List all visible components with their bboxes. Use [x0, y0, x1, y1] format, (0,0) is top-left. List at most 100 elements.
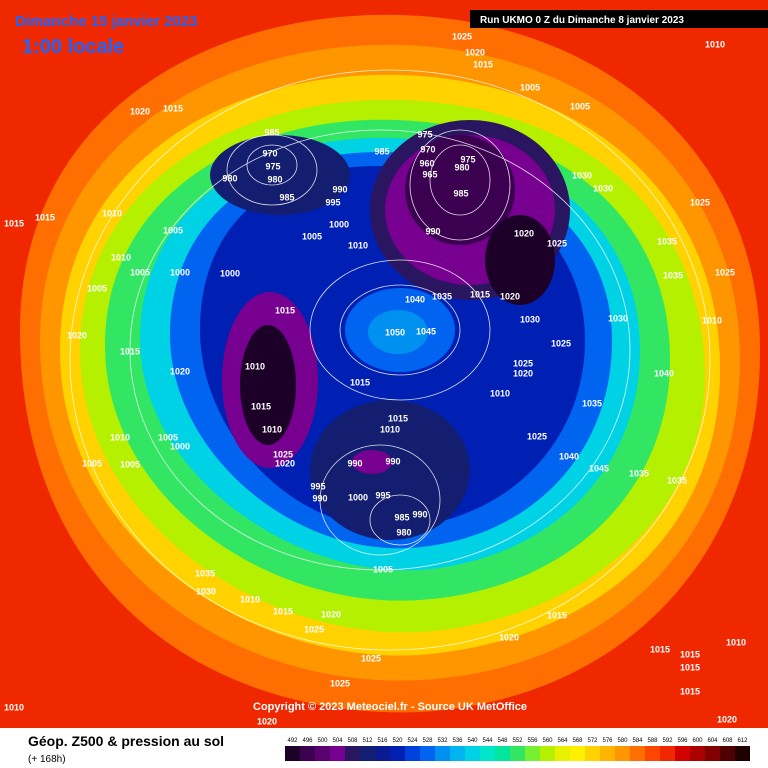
scale-cell [450, 746, 465, 761]
scale-label: 536 [452, 738, 463, 744]
isobar-label: 1010 [490, 388, 510, 398]
isobar-label: 1020 [275, 458, 295, 468]
scale-label: 588 [647, 738, 658, 744]
isobar-label: 990 [332, 184, 347, 194]
isobar-label: 985 [264, 127, 279, 137]
isobar-labels: 1025 1020 1015 1010 1005 1005 1015 1020 985 975 97… [4, 31, 746, 726]
scale-cell [705, 746, 720, 761]
isobar-label: 1015 [120, 346, 140, 356]
isobar-label: 960 [419, 158, 434, 168]
isobar-label: 975 [417, 129, 432, 139]
isobar-label: 1010 [111, 252, 131, 262]
isobar-label: 1040 [405, 294, 425, 304]
isobar-label: 1025 [330, 678, 350, 688]
isobar-label: 1005 [87, 283, 107, 293]
isobar-label: 1035 [629, 468, 649, 478]
isobar-label: 1010 [4, 702, 24, 712]
isobar-label: 1020 [500, 291, 520, 301]
scale-label: 516 [377, 738, 388, 744]
isobar-label: 990 [312, 493, 327, 503]
isobar-label: 1045 [589, 463, 609, 473]
scale-cell [585, 746, 600, 761]
isobar-label: 1025 [527, 431, 547, 441]
scale-label: 580 [617, 738, 628, 744]
isobar-label: 1035 [432, 291, 452, 301]
isobar-label: 985 [374, 146, 389, 156]
isobar-label: 1010 [245, 361, 265, 371]
scale-cell [615, 746, 630, 761]
isobar-label: 1015 [273, 606, 293, 616]
scale-label: 584 [632, 738, 643, 744]
isobar-label: 980 [222, 173, 237, 183]
isobar-label: 995 [325, 197, 340, 207]
scale-cell [480, 746, 495, 761]
isobar-label: 1025 [361, 653, 381, 663]
isobar-label: 1010 [110, 432, 130, 442]
isobar-label: 1020 [514, 228, 534, 238]
isobar-label: 1000 [170, 267, 190, 277]
isobar-label: 1020 [170, 366, 190, 376]
isobar-label: 1025 [452, 31, 472, 41]
isobar-label: 1035 [667, 475, 687, 485]
isobar-label: 1015 [473, 59, 493, 69]
isobar-label: 1005 [373, 564, 393, 574]
scale-label: 532 [437, 738, 448, 744]
scale-label: 564 [557, 738, 568, 744]
isobar-label: 975 [460, 154, 475, 164]
isobar-label: 1015 [35, 212, 55, 222]
isobar-label: 1005 [130, 267, 150, 277]
isobar-label: 980 [396, 527, 411, 537]
scale-label: 520 [392, 738, 403, 744]
scale-label: 608 [722, 738, 733, 744]
isobar-label: 990 [425, 226, 440, 236]
isobar-label: 1020 [465, 47, 485, 57]
isobar-label: 1035 [663, 270, 683, 280]
scale-label: 508 [347, 738, 358, 744]
scale-cell [375, 746, 390, 761]
isobar-label: 1015 [470, 289, 490, 299]
color-scale: 492 496 500 504 508 512 516 520 524 528 532 536 540 5… [285, 738, 750, 761]
isobar-label: 1010 [348, 240, 368, 250]
isobar-label: 1005 [302, 231, 322, 241]
isobar-label: 1045 [416, 326, 436, 336]
isobar-label: 1020 [513, 368, 533, 378]
scale-label: 524 [407, 738, 418, 744]
scale-cell [420, 746, 435, 761]
isobar-label: 1025 [551, 338, 571, 348]
scale-label: 528 [422, 738, 433, 744]
isobar-label: 1005 [570, 101, 590, 111]
isobar-label: 1000 [348, 492, 368, 502]
isobar-label: 1025 [690, 197, 710, 207]
isobar-label: 980 [267, 174, 282, 184]
scale-label: 600 [692, 738, 703, 744]
isobar-label: 1040 [654, 368, 674, 378]
scale-cell [315, 746, 330, 761]
scale-cell [525, 746, 540, 761]
isobar-label: 1010 [705, 39, 725, 49]
scale-cell [300, 746, 315, 761]
isobar-label: 1000 [220, 268, 240, 278]
isobar-label: 1025 [547, 238, 567, 248]
isobar-label: 1015 [251, 401, 271, 411]
isobar-label: 1015 [275, 305, 295, 315]
scale-cell [390, 746, 405, 761]
scale-cell [495, 746, 510, 761]
isobar-label: 995 [375, 490, 390, 500]
isobar-label: 985 [453, 188, 468, 198]
scale-cell [600, 746, 615, 761]
scale-cell [345, 746, 360, 761]
isobar-label: 1010 [726, 637, 746, 647]
scale-label: 512 [362, 738, 373, 744]
scale-cell [570, 746, 585, 761]
isobar-label: 990 [347, 458, 362, 468]
isobar-label: 1015 [680, 662, 700, 672]
scale-cell [465, 746, 480, 761]
isobar-label: 1035 [195, 568, 215, 578]
run-info: Run UKMO 0 Z du Dimanche 8 janvier 2023 [480, 15, 684, 26]
run-box [470, 10, 768, 28]
isobar-label: 1020 [717, 714, 737, 724]
map-background [0, 0, 768, 728]
isobar-label: 1010 [262, 424, 282, 434]
scale-label: 604 [707, 738, 718, 744]
